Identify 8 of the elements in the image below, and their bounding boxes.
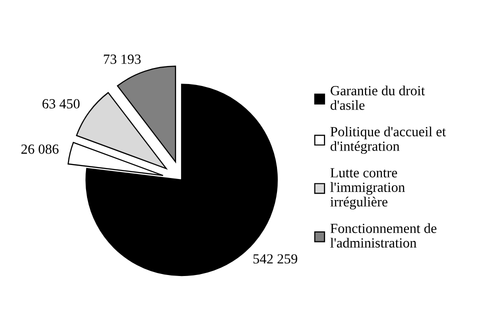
data-label: 542 259 — [253, 254, 298, 264]
legend-label: Politique d'accueil et d'intégration — [330, 126, 446, 154]
legend-label: Lutte contre l'immigration irrégulière — [330, 168, 405, 210]
legend-label: Fonctionnement de l'administration — [330, 223, 436, 248]
data-label: 26 086 — [21, 144, 59, 154]
data-label: 73 193 — [104, 54, 141, 64]
legend-label: Garantie du droit d'asile — [330, 86, 425, 110]
data-label: 63 450 — [42, 99, 80, 108]
